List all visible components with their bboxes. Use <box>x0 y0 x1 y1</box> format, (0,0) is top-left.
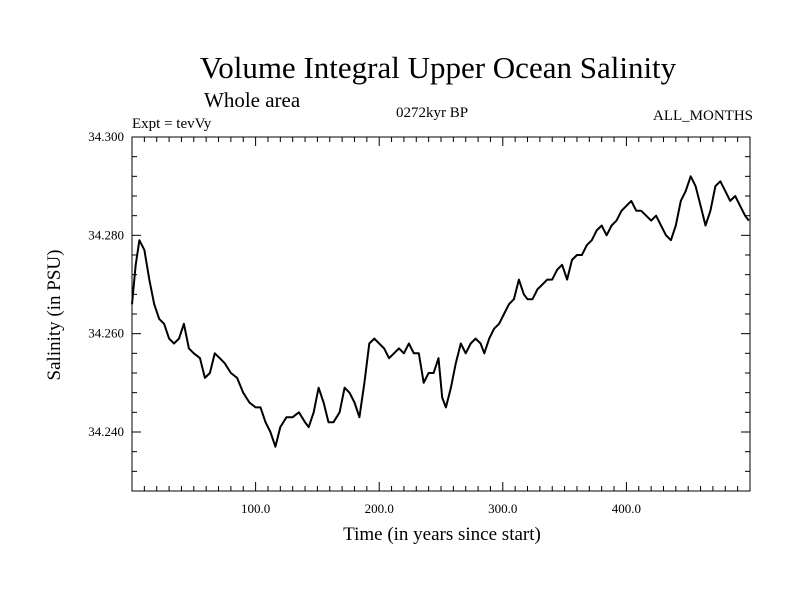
y-tick-label: 34.300 <box>88 129 124 144</box>
chart-title: Volume Integral Upper Ocean Salinity <box>199 50 677 85</box>
tick-labels: 100.0 200.0 300.0 400.0 34.240 34.260 34.280 34… <box>88 129 641 516</box>
x-tick-label: 100.0 <box>241 501 270 516</box>
salinity-series-line <box>131 175 750 448</box>
x-tick-label: 400.0 <box>612 501 641 516</box>
y-tick-label: 34.240 <box>88 424 124 439</box>
chart-subtitle: Whole area <box>204 88 301 112</box>
x-axis-label: Time (in years since start) <box>343 524 541 545</box>
plot-frame <box>131 136 751 492</box>
x-tick-label: 300.0 <box>488 501 517 516</box>
period-label: 0272kyr BP <box>396 105 469 121</box>
y-tick-label: 34.280 <box>88 227 124 242</box>
experiment-label: Expt = tevVy <box>132 116 212 132</box>
axis-ticks <box>132 136 750 491</box>
months-label: ALL_MONTHS <box>653 108 753 124</box>
y-tick-label: 34.260 <box>88 326 124 341</box>
x-tick-label: 200.0 <box>365 501 394 516</box>
